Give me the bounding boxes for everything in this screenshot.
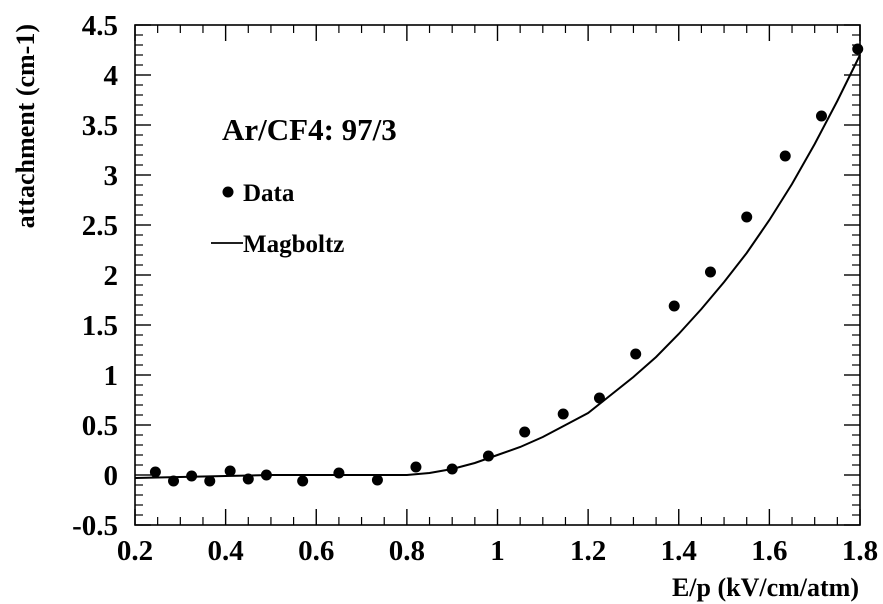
data-point (186, 470, 198, 482)
data-point (557, 408, 569, 420)
data-point (668, 300, 680, 312)
y-tick-label: 4 (104, 60, 119, 92)
x-tick-label: 0.6 (298, 535, 334, 567)
y-tick-label: 0.5 (82, 410, 118, 442)
data-point (741, 211, 753, 223)
data-point (852, 43, 864, 55)
x-tick-label: 0.4 (208, 535, 244, 567)
data-point (630, 348, 642, 360)
y-tick-label: 4.5 (82, 10, 118, 42)
data-point (168, 475, 180, 487)
data-point (149, 466, 161, 478)
y-axis-title: attachment (cm-1) (11, 24, 40, 228)
data-point (333, 467, 345, 479)
plot-frame (134, 24, 861, 526)
data-point (779, 150, 791, 162)
data-point (410, 461, 422, 473)
data-point (260, 469, 272, 481)
legend-marker-data (222, 186, 234, 198)
y-tick-label: 2 (104, 260, 119, 292)
axis-ticks (134, 24, 861, 526)
y-tick-label: 1.5 (82, 310, 118, 342)
data-point (297, 475, 309, 487)
y-tick-label: 2.5 (82, 210, 118, 242)
x-tick-label: 1 (490, 535, 505, 567)
y-tick-label: 0 (104, 460, 119, 492)
data-points (149, 43, 864, 487)
x-tick-label: 0.2 (117, 535, 153, 567)
data-point (446, 463, 458, 475)
legend-label-magboltz: Magboltz (243, 231, 344, 258)
data-point (519, 426, 531, 438)
x-tick-label: 1.4 (661, 535, 697, 567)
x-tick-label: 1.6 (751, 535, 787, 567)
y-tick-label: -0.5 (72, 510, 118, 542)
x-tick-label: 1.2 (570, 535, 606, 567)
y-tick-label: 3 (104, 160, 119, 192)
x-tick-label: 0.8 (389, 535, 425, 567)
data-point (242, 473, 254, 485)
data-point (704, 266, 716, 278)
data-point (482, 450, 494, 462)
chart-title: Ar/CF4: 97/3 (222, 112, 397, 147)
x-axis-title: E/p (kV/cm/atm) (672, 573, 859, 602)
x-tick-label: 1.8 (842, 535, 878, 567)
legend-label-data: Data (243, 180, 295, 207)
tick-labels: 0.2 0.4 0.6 0.8 1 1.2 1.4 1.6 1.8 -0.5 0 0.5 1 1.5 2 2.… (72, 10, 878, 567)
y-tick-label: 3.5 (82, 110, 118, 142)
data-point (815, 110, 827, 122)
data-point (371, 474, 383, 486)
y-tick-label: 1 (104, 360, 119, 392)
data-point (204, 475, 216, 487)
data-point (224, 465, 236, 477)
data-point (593, 392, 605, 404)
